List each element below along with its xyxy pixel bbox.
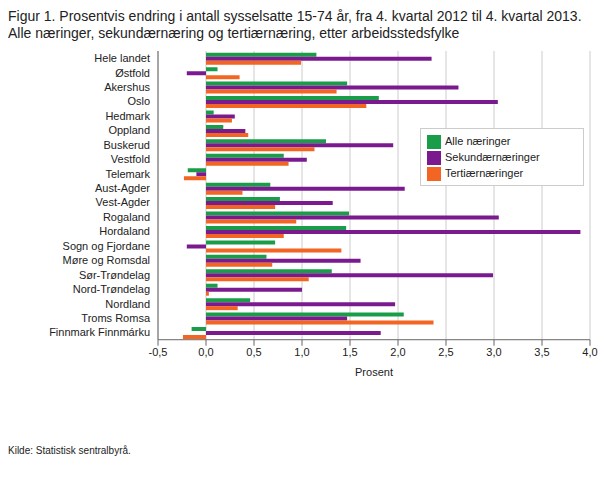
svg-text:1,0: 1,0: [294, 346, 309, 358]
svg-text:Oslo: Oslo: [127, 95, 150, 107]
svg-text:1,5: 1,5: [342, 346, 357, 358]
svg-text:Møre og Romsdal: Møre og Romsdal: [63, 254, 150, 266]
svg-text:Hordaland: Hordaland: [99, 225, 150, 237]
svg-text:Østfold: Østfold: [115, 67, 150, 79]
svg-text:3,5: 3,5: [534, 346, 549, 358]
svg-text:Rogaland: Rogaland: [103, 211, 150, 223]
html-text:Figur 1. Prosentvis endring i: Figur 1. Prosentvis endring i antall sys…: [8, 8, 582, 41]
svg-text:Oppland: Oppland: [108, 124, 150, 136]
svg-text:2,5: 2,5: [438, 346, 453, 358]
html-text:Sekundærnæringer: Sekundærnæringer: [445, 151, 540, 164]
svg-text:Sogn og Fjordane: Sogn og Fjordane: [63, 240, 150, 252]
svg-text:Finnmark Finnmárku: Finnmark Finnmárku: [49, 326, 150, 338]
svg-text:Hedmark: Hedmark: [105, 110, 150, 122]
svg-text:Vest-Agder: Vest-Agder: [96, 196, 151, 208]
svg-text:Aust-Agder: Aust-Agder: [95, 182, 150, 194]
svg-text:0,5: 0,5: [246, 346, 261, 358]
html-text:Kilde: Statistisk sentralbyrå.: Kilde: Statistisk sentralbyrå.: [8, 445, 131, 456]
svg-text:0,0: 0,0: [198, 346, 213, 358]
svg-text:Sør-Trøndelag: Sør-Trøndelag: [79, 269, 150, 281]
html-text:Alle næringer: Alle næringer: [445, 135, 511, 147]
svg-text:Telemark: Telemark: [105, 168, 150, 180]
svg-text:Akershus: Akershus: [104, 81, 150, 93]
svg-text:Hele landet: Hele landet: [94, 52, 150, 64]
svg-text:4,0: 4,0: [582, 346, 597, 358]
svg-text:3,0: 3,0: [486, 346, 501, 358]
html-text:Tertiærnæringer: Tertiærnæringer: [445, 167, 524, 180]
svg-text:Nord-Trøndelag: Nord-Trøndelag: [73, 283, 150, 295]
svg-text:Vestfold: Vestfold: [111, 153, 150, 165]
svg-text:Troms Romsa: Troms Romsa: [81, 312, 151, 324]
svg-text:-0,5: -0,5: [149, 346, 168, 358]
svg-text:Buskerud: Buskerud: [104, 139, 150, 151]
svg-text:Prosent: Prosent: [355, 366, 393, 378]
svg-text:2,0: 2,0: [390, 346, 405, 358]
svg-text:Nordland: Nordland: [105, 298, 150, 310]
